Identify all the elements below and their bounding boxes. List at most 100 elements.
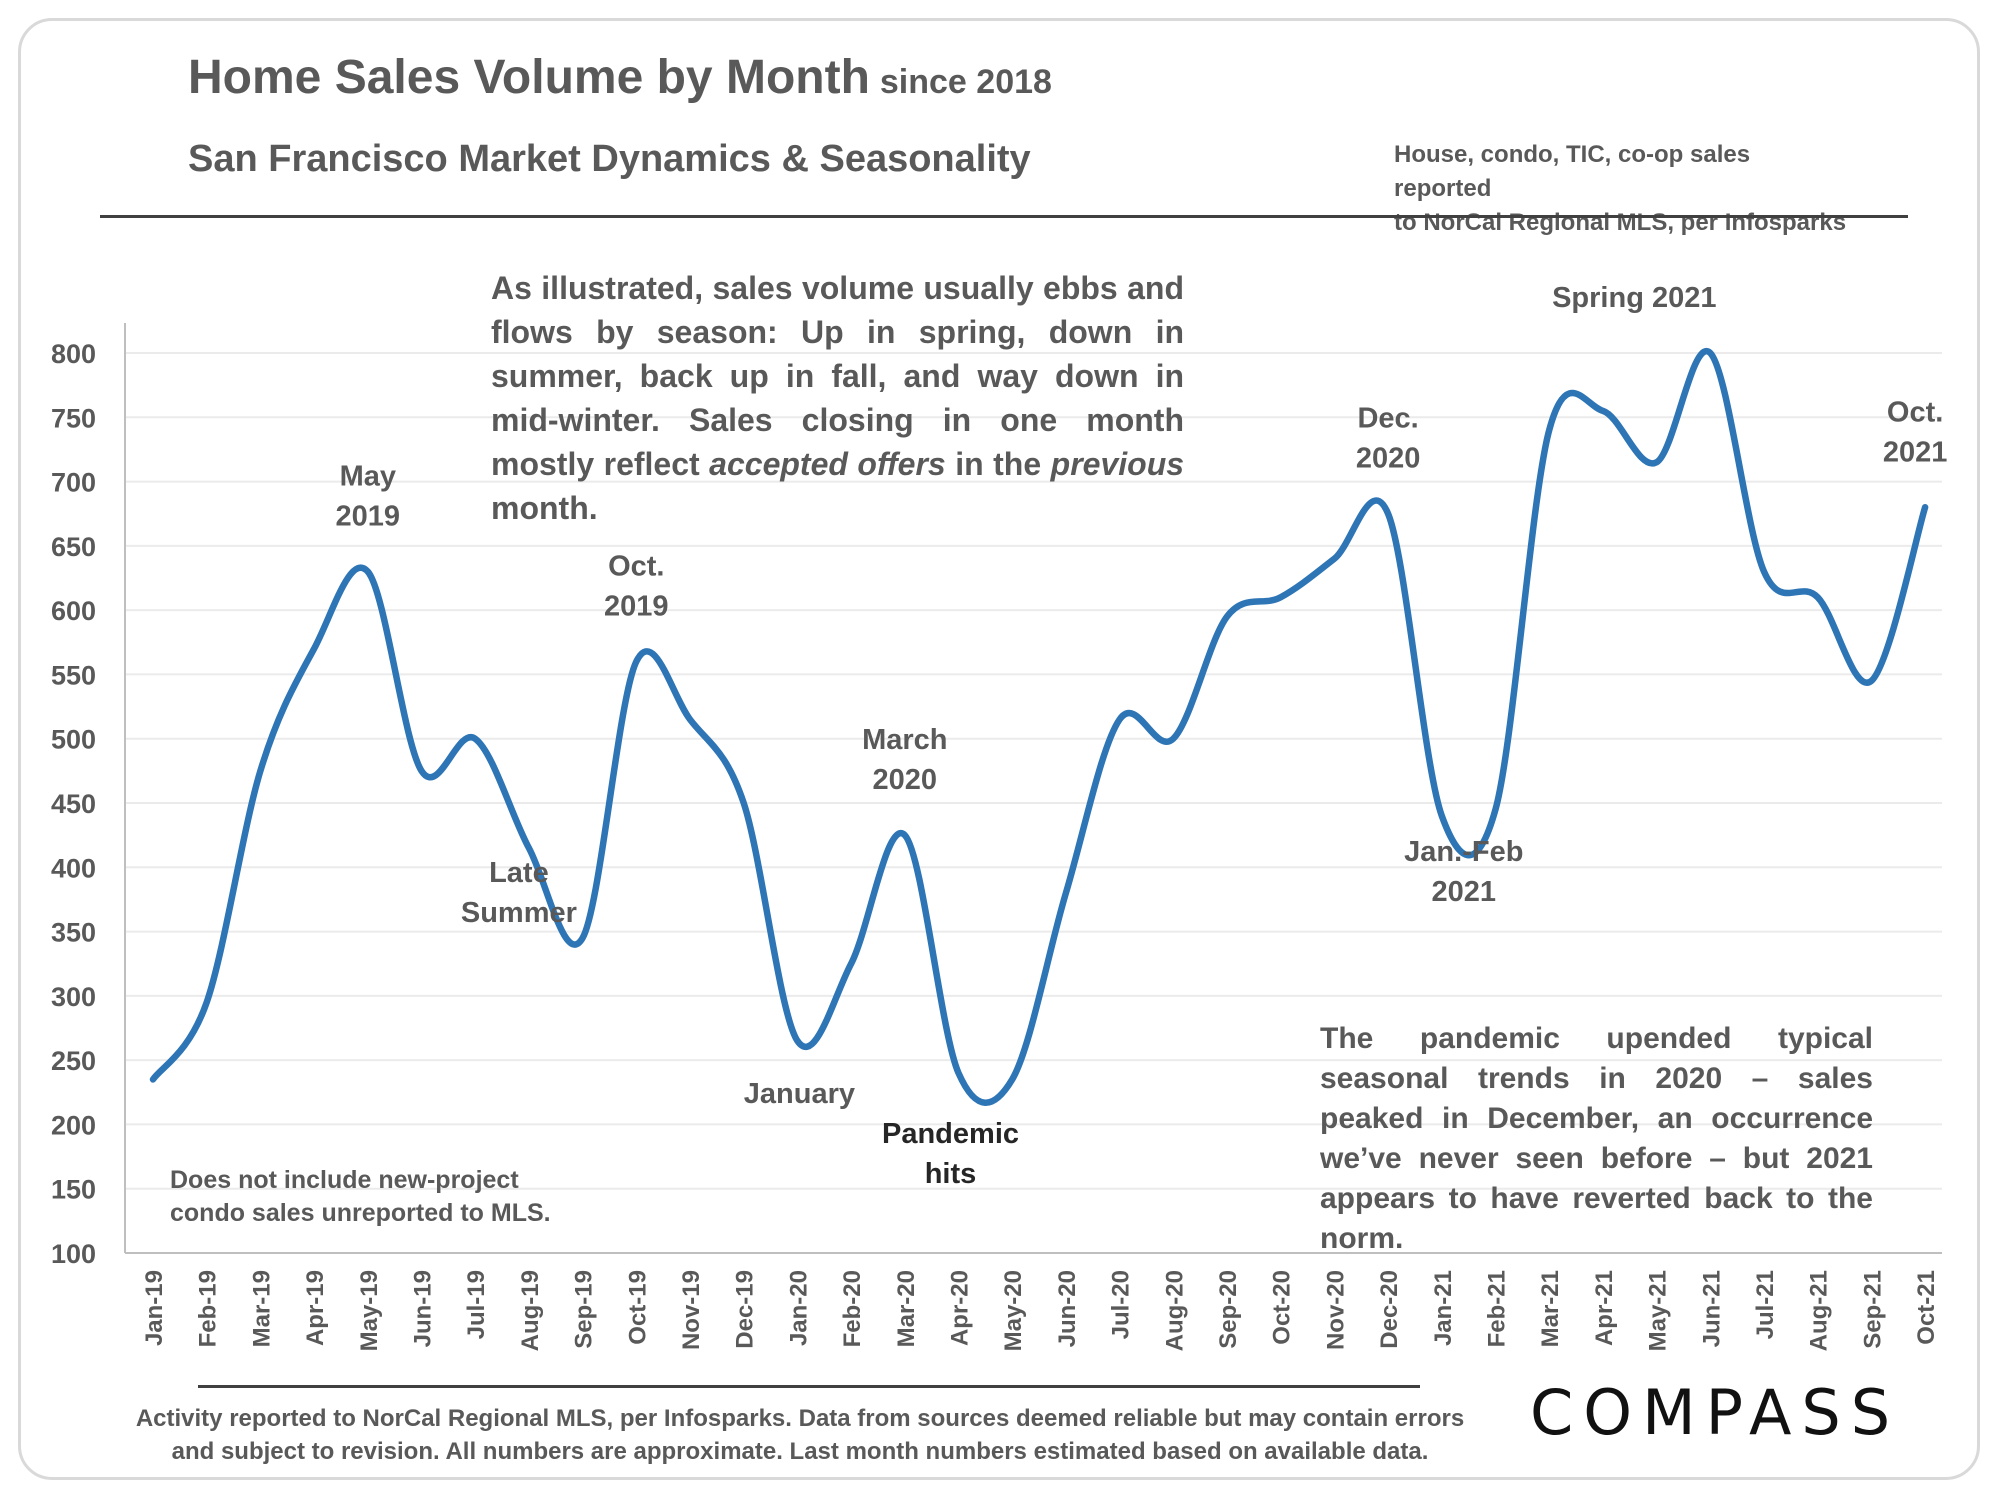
annotation-line: March <box>862 724 947 756</box>
annotation-line: 2021 <box>1432 876 1497 908</box>
annotation-line: January <box>744 1078 855 1110</box>
annotation-label: January <box>744 1078 855 1110</box>
annotation-line: Pandemic <box>882 1118 1019 1150</box>
x-tick-label: Jan-20 <box>785 1270 812 1346</box>
annotation-line: 2019 <box>336 501 401 533</box>
x-tick-label: Nov-19 <box>678 1270 705 1350</box>
x-tick-label: Mar-20 <box>893 1270 920 1347</box>
chart-subtitle: San Francisco Market Dynamics & Seasonal… <box>188 138 1031 180</box>
x-tick-label: May-20 <box>1000 1270 1027 1351</box>
annotation-line: Dec. <box>1357 403 1418 435</box>
x-tick-label: Jun-21 <box>1698 1270 1725 1347</box>
new-project-note: Does not include new-project condo sales… <box>170 1164 570 1230</box>
y-tick-label: 550 <box>51 660 96 690</box>
source-note-line2: to NorCal Regional MLS, per Infosparks <box>1394 209 1847 236</box>
annotation-label: Jan.-Feb 2021 <box>1404 836 1523 908</box>
y-tick-label: 150 <box>51 1175 96 1205</box>
annotation-label: May 2019 <box>336 461 401 533</box>
x-tick-label: Oct-19 <box>624 1270 651 1345</box>
x-tick-label: Mar-21 <box>1537 1270 1564 1347</box>
annotation-line: Spring 2021 <box>1552 282 1716 314</box>
x-tick-label: Feb-19 <box>195 1270 222 1347</box>
pandemic-note: The pandemic upended typical seasonal tr… <box>1320 1022 1873 1255</box>
x-tick-label: Mar-19 <box>248 1270 275 1347</box>
y-tick-label: 100 <box>51 1239 96 1269</box>
x-tick-label: Dec-20 <box>1376 1270 1403 1349</box>
x-tick-label: Jan-19 <box>141 1270 168 1346</box>
y-tick-label: 750 <box>51 403 96 433</box>
source-note: House, condo, TIC, co-op sales reported … <box>1394 138 1854 240</box>
annotation-label: Late Summer <box>461 857 577 929</box>
y-tick-label: 350 <box>51 918 96 948</box>
x-tick-label: Apr-21 <box>1591 1270 1618 1346</box>
annotation-label: Pandemic hits <box>882 1118 1019 1190</box>
x-tick-label: Sep-19 <box>571 1270 598 1349</box>
x-tick-label: Jul-21 <box>1752 1270 1779 1339</box>
seasonality-note: As illustrated, sales volume usually ebb… <box>491 266 1184 530</box>
annotation-line: 2020 <box>873 764 938 796</box>
x-tick-label: Aug-21 <box>1806 1270 1833 1351</box>
y-tick-label: 650 <box>51 532 96 562</box>
chart-title: Home Sales Volume by Month <box>188 51 870 104</box>
x-tick-label: Apr-20 <box>947 1270 974 1346</box>
new-project-note-line2: condo sales unreported to MLS. <box>170 1199 551 1227</box>
seasonality-note-emphasis1: accepted offers <box>709 446 946 482</box>
annotation-line: 2020 <box>1356 443 1421 475</box>
new-project-note-line1: Does not include new-project <box>170 1166 519 1194</box>
annotation-label: Dec. 2020 <box>1356 403 1421 475</box>
x-tick-label: Oct-21 <box>1913 1270 1940 1345</box>
y-tick-label: 400 <box>51 853 96 883</box>
annotation-label: Spring 2021 <box>1552 282 1716 314</box>
x-tick-label: Oct-20 <box>1269 1270 1296 1345</box>
x-tick-label: May-21 <box>1645 1270 1672 1351</box>
annotation-line: Oct. <box>608 551 664 583</box>
y-tick-label: 450 <box>51 789 96 819</box>
x-tick-label: Jan-21 <box>1430 1270 1457 1346</box>
seasonality-note-emphasis2: previous <box>1050 446 1185 482</box>
y-tick-label: 500 <box>51 725 96 755</box>
annotation-line: Oct. <box>1887 396 1943 428</box>
x-tick-label: Jul-19 <box>463 1270 490 1339</box>
header-divider <box>100 215 1908 218</box>
footer-divider <box>198 1385 1420 1388</box>
seasonality-note-part1: As illustrated, sales volume usually ebb… <box>491 270 1184 482</box>
annotation-label: Oct. 2019 <box>604 551 669 623</box>
x-tick-label: Feb-20 <box>839 1270 866 1347</box>
y-tick-label: 600 <box>51 596 96 626</box>
annotation-line: Jan.-Feb <box>1404 836 1523 868</box>
annotation-line: Late <box>489 857 549 889</box>
seasonality-note-part2: in the <box>945 446 1051 482</box>
annotation-line: 2019 <box>604 591 669 623</box>
annotation-line: May <box>340 461 396 493</box>
y-tick-label: 250 <box>51 1046 96 1076</box>
x-tick-label: Aug-19 <box>517 1270 544 1351</box>
x-tick-label: Nov-20 <box>1322 1270 1349 1350</box>
y-tick-label: 200 <box>51 1110 96 1140</box>
annotation-label: Oct. 2021 <box>1883 396 1948 468</box>
x-tick-label: Dec-19 <box>732 1270 759 1349</box>
chart-title-row: Home Sales Volume by Month since 2018 <box>188 50 1052 105</box>
x-tick-label: Aug-20 <box>1161 1270 1188 1351</box>
chart-title-suffix: since 2018 <box>879 63 1052 101</box>
series-line <box>149 347 1929 1106</box>
annotation-line: hits <box>925 1158 977 1190</box>
footer-disclaimer-line1: Activity reported to NorCal Regional MLS… <box>135 1405 1465 1432</box>
source-note-line1: House, condo, TIC, co-op sales reported <box>1394 141 1751 202</box>
compass-logo: COMPASS <box>1530 1376 1901 1449</box>
y-tick-label: 300 <box>51 982 96 1012</box>
annotation-line: 2021 <box>1883 436 1948 468</box>
x-tick-label: Jul-20 <box>1108 1270 1135 1339</box>
x-tick-label: May-19 <box>356 1270 383 1351</box>
chart-card <box>18 18 1980 1480</box>
footer-disclaimer: Activity reported to NorCal Regional MLS… <box>100 1402 1500 1468</box>
x-tick-label: Jun-19 <box>410 1270 437 1347</box>
x-tick-label: Jun-20 <box>1054 1270 1081 1347</box>
x-tick-label: Sep-20 <box>1215 1270 1242 1349</box>
seasonality-note-part3: month. <box>491 490 598 526</box>
y-tick-label: 700 <box>51 468 96 498</box>
annotation-line: Summer <box>461 897 577 929</box>
x-tick-label: Sep-21 <box>1859 1270 1886 1349</box>
y-tick-label: 800 <box>51 339 96 369</box>
footer-disclaimer-line2: and subject to revision. All numbers are… <box>171 1438 1429 1465</box>
